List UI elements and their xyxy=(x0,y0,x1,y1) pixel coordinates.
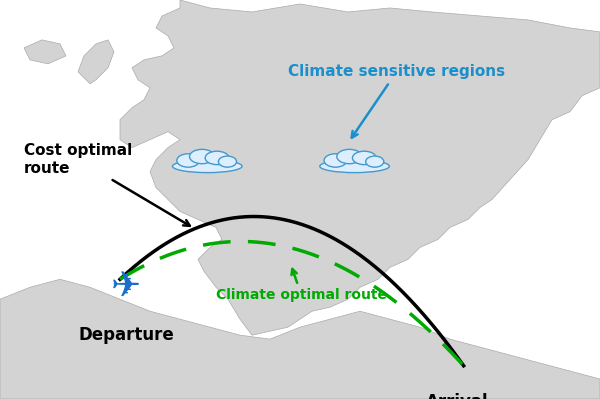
Text: Cost optimal
route: Cost optimal route xyxy=(24,143,190,226)
Polygon shape xyxy=(78,40,114,84)
Text: Climate sensitive regions: Climate sensitive regions xyxy=(288,64,505,138)
Ellipse shape xyxy=(365,156,384,167)
Text: Arrival: Arrival xyxy=(427,393,489,399)
Ellipse shape xyxy=(218,156,236,167)
Polygon shape xyxy=(0,279,600,399)
Ellipse shape xyxy=(324,154,347,167)
Ellipse shape xyxy=(337,149,362,164)
Text: Climate optimal route: Climate optimal route xyxy=(216,269,387,302)
Polygon shape xyxy=(120,0,600,335)
Ellipse shape xyxy=(205,151,229,165)
Ellipse shape xyxy=(172,160,242,173)
Ellipse shape xyxy=(190,149,215,164)
Text: ✈: ✈ xyxy=(111,270,141,304)
Ellipse shape xyxy=(177,154,199,167)
Ellipse shape xyxy=(352,151,376,165)
Ellipse shape xyxy=(320,160,389,173)
Text: Departure: Departure xyxy=(78,326,174,344)
Polygon shape xyxy=(24,40,66,64)
